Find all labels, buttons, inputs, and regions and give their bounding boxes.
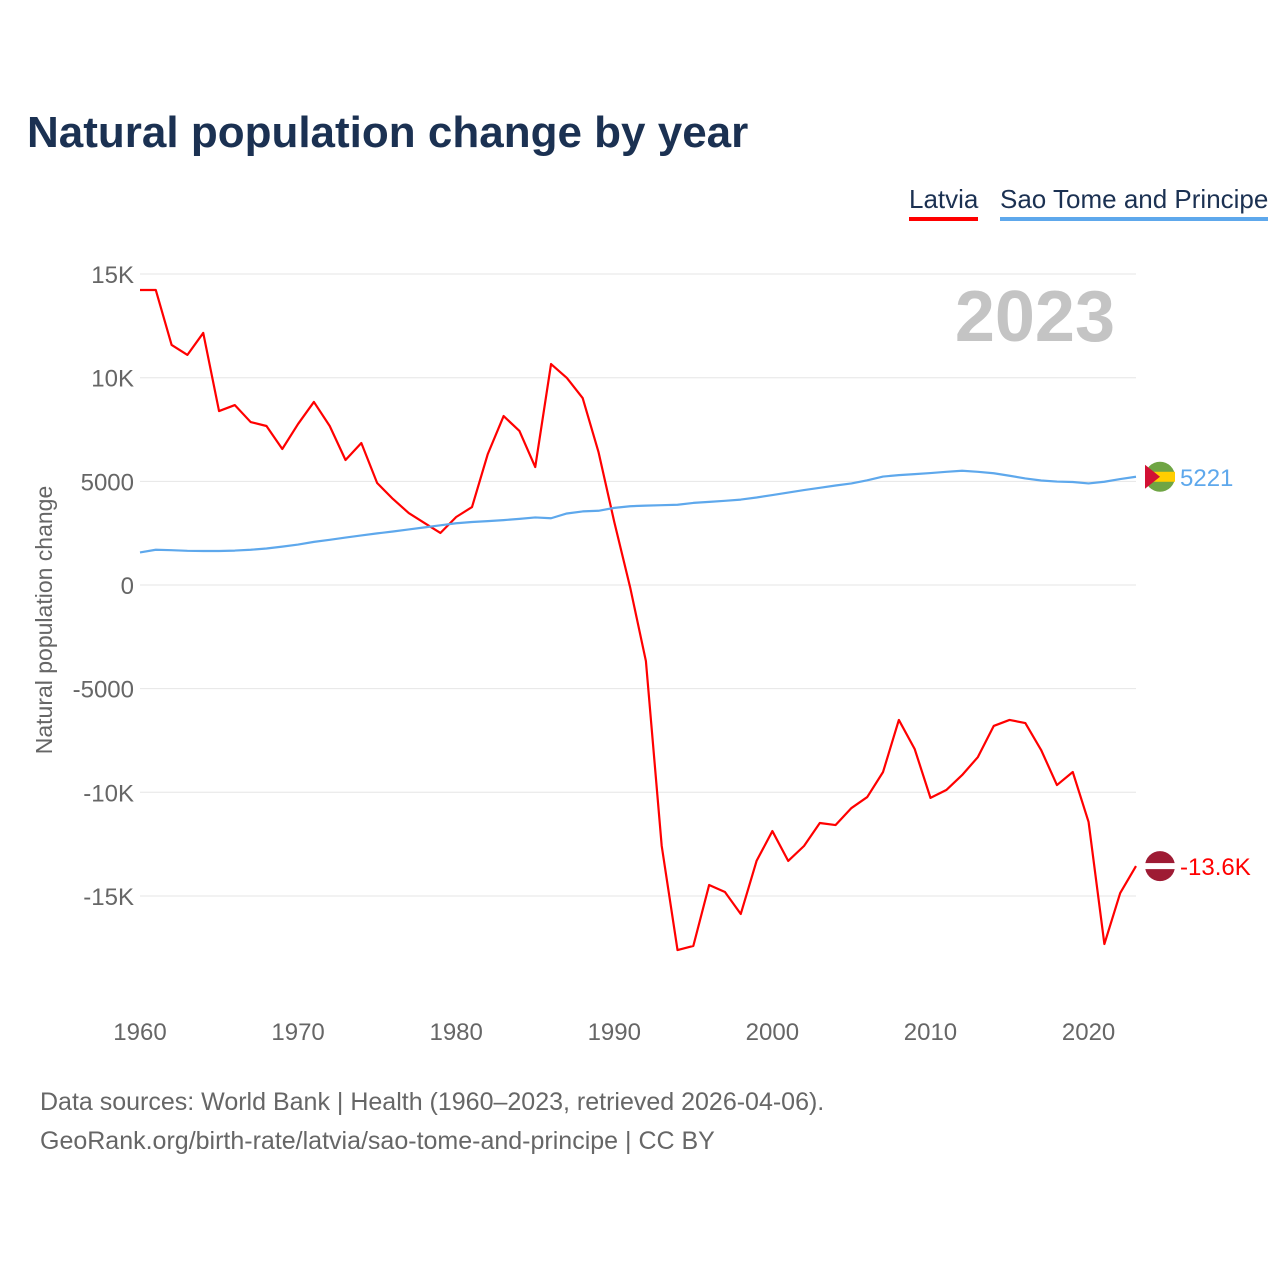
y-tick-label: 15K xyxy=(91,262,134,289)
y-tick-label: -5000 xyxy=(73,677,134,704)
y-tick-label: 10K xyxy=(91,366,134,393)
chart-title: Natural population change by year xyxy=(27,108,749,157)
x-tick-label: 1970 xyxy=(271,1019,324,1046)
x-tick-label: 2020 xyxy=(1062,1019,1115,1046)
x-tick-label: 1990 xyxy=(588,1019,641,1046)
source-url: GeoRank.org/birth-rate/latvia/sao-tome-a… xyxy=(40,1127,715,1155)
legend-sao-tome[interactable]: Sao Tome and Principe xyxy=(1000,184,1269,221)
x-tick-label: 1960 xyxy=(113,1019,166,1046)
series-line-sao-tome xyxy=(139,469,1137,554)
flag-stripe xyxy=(1145,863,1175,870)
y-tick-label: 5000 xyxy=(81,469,134,496)
x-tick-label: 2010 xyxy=(904,1019,957,1046)
end-value-label: 5221 xyxy=(1180,465,1233,492)
y-tick-label: 0 xyxy=(121,573,134,600)
year-watermark: 2023 xyxy=(955,277,1115,357)
y-tick-label: -10K xyxy=(83,780,134,807)
source-note: Data sources: World Bank | Health (1960–… xyxy=(40,1088,825,1116)
series-line-latvia xyxy=(140,288,1137,952)
flag-triangle xyxy=(1145,464,1160,489)
legend-latvia[interactable]: Latvia xyxy=(909,184,979,221)
x-tick-label: 1980 xyxy=(429,1019,482,1046)
x-tick-label: 2000 xyxy=(746,1019,799,1046)
end-value-label: -13.6K xyxy=(1180,854,1251,881)
y-axis-label: Natural population change xyxy=(31,486,57,755)
y-tick-label: -15K xyxy=(83,884,134,911)
